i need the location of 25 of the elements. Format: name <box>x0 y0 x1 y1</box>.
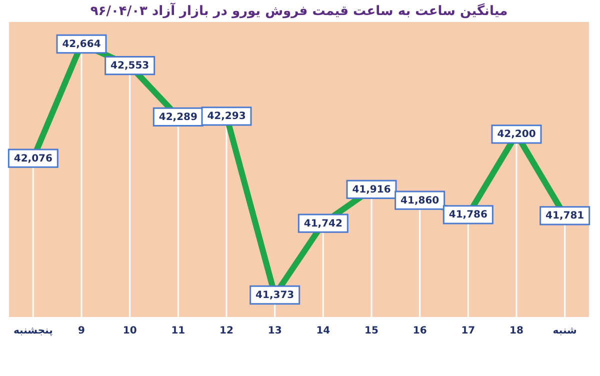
x-tick-label: 16 <box>412 326 427 336</box>
x-tick-label: 14 <box>316 326 330 336</box>
x-tick-label: 11 <box>171 326 186 336</box>
data-label: 42,664 <box>62 39 101 50</box>
data-label: 41,373 <box>256 290 294 301</box>
x-tick-label: 15 <box>364 326 378 336</box>
x-tick-label: 13 <box>268 326 282 336</box>
x-tick-label: 9 <box>78 326 86 336</box>
data-label: 42,076 <box>14 153 52 164</box>
x-tick-label: 18 <box>510 326 524 336</box>
data-label: 41,916 <box>352 184 391 196</box>
data-label: 41,860 <box>400 195 440 206</box>
x-tick-label: 10 <box>122 326 137 336</box>
data-label: 41,786 <box>448 210 488 221</box>
x-tick-label: پنجشنبه <box>13 326 54 336</box>
data-label: 42,289 <box>158 112 198 123</box>
chart-title: میانگین ساعت به ساعت قیمت فروش یورو در بازار آزاد ۹۶/۰۴/۰۳ <box>90 2 508 19</box>
data-label: 42,553 <box>110 60 150 72</box>
data-label: 41,781 <box>546 210 584 222</box>
x-tick-label: 12 <box>220 326 234 336</box>
data-label: 41,742 <box>304 218 342 230</box>
x-tick-label: شنبه <box>552 326 578 336</box>
x-tick-label: 17 <box>461 326 476 336</box>
data-label: 42,200 <box>497 129 536 140</box>
data-label: 42,293 <box>207 111 246 122</box>
